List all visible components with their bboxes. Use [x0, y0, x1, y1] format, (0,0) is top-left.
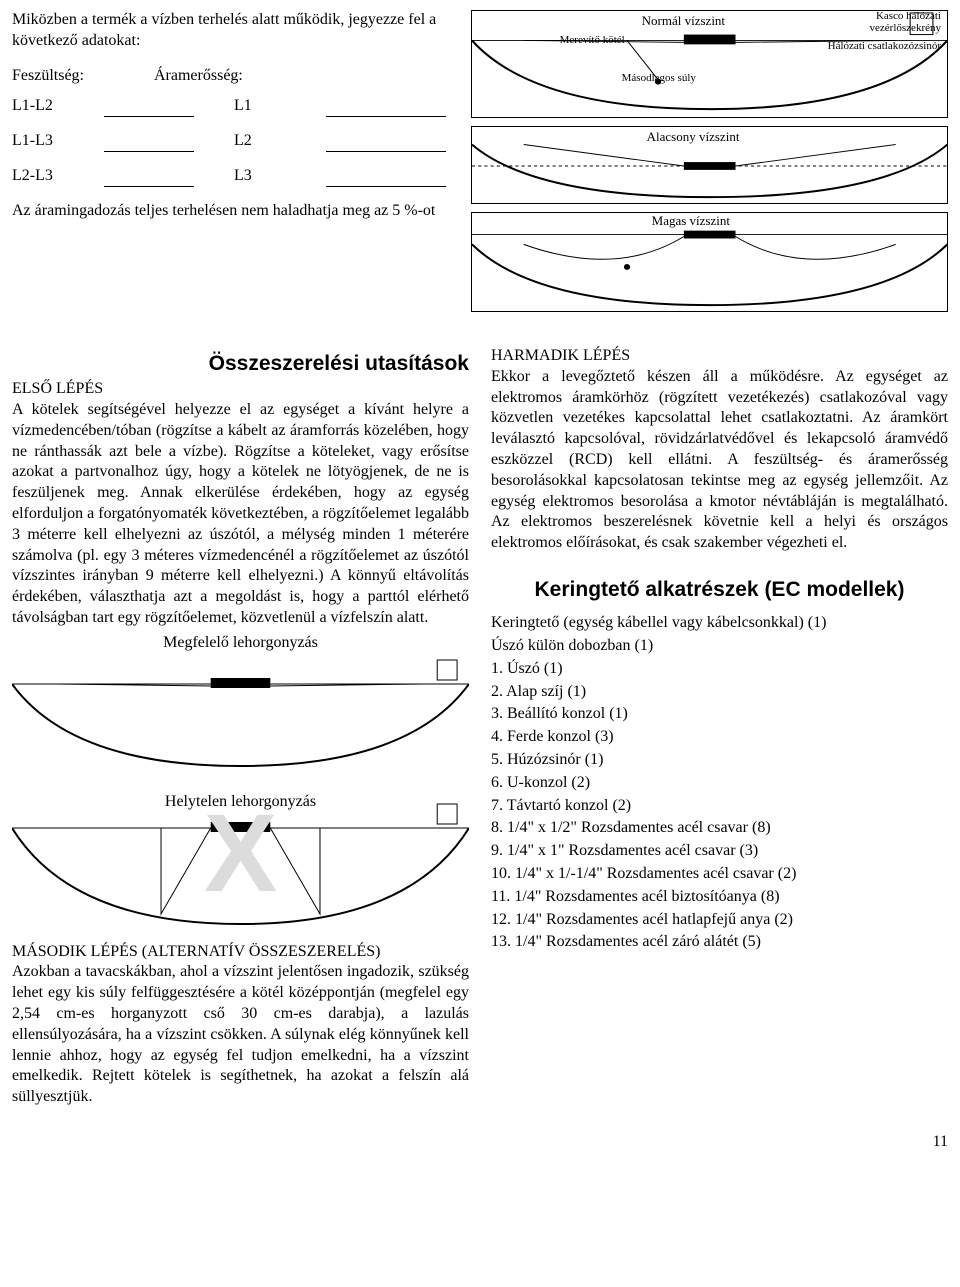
l2l3-label: L2-L3: [12, 166, 64, 187]
label-low: Alacsony vízszint: [647, 129, 740, 146]
l2-value-blank[interactable]: [326, 138, 446, 152]
step2-title: MÁSODIK LÉPÉS (ALTERNATÍV ÖSSZESZERELÉS): [12, 942, 469, 963]
parts-item: 12. 1/4" Rozsdamentes acél hatlapfejű an…: [491, 910, 948, 931]
diagram-low-level: Alacsony vízszint: [471, 126, 948, 204]
parts-heading: Keringtető alkatrészek (EC modellek): [491, 576, 948, 603]
l2l3-value-blank[interactable]: [104, 173, 194, 187]
l1l2-value-blank[interactable]: [104, 103, 194, 117]
top-region: Miközben a termék a vízben terhelés alat…: [12, 10, 948, 320]
l2-label: L2: [234, 131, 286, 152]
step3-title: HARMADIK LÉPÉS: [491, 346, 948, 367]
column-headers: Feszültség: Áramerősség:: [12, 66, 453, 87]
l1l3-label: L1-L3: [12, 131, 64, 152]
good-anchor-svg: [12, 656, 469, 776]
body-columns: Összeszerelési utasítások ELSŐ LÉPÉS A k…: [12, 346, 948, 1108]
current-swing-note: Az áramingadozás teljes terhelésen nem h…: [12, 201, 453, 222]
diagram-high-level: Magas vízszint: [471, 212, 948, 312]
right-column: HARMADIK LÉPÉS Ekkor a levegőztető késze…: [491, 346, 948, 1108]
parts-item: 9. 1/4" x 1" Rozsdamentes acél csavar (3…: [491, 841, 948, 862]
l1-label: L1: [234, 96, 286, 117]
label-stiff-rope: Merevítő kötél: [560, 33, 625, 47]
parts-item: 5. Húzózsinór (1): [491, 750, 948, 771]
diagram-good-anchor: [12, 656, 469, 776]
l3-label: L3: [234, 166, 286, 187]
l1-value-blank[interactable]: [326, 103, 446, 117]
label-power-cord: Hálózati csatlakozózsinór: [828, 39, 941, 53]
parts-item: 10. 1/4" x 1/-1/4" Rozsdamentes acél csa…: [491, 864, 948, 885]
good-anchor-caption: Megfelelő lehorgonyzás: [12, 633, 469, 654]
diagram-bad-anchor: Helytelen lehorgonyzás X: [12, 784, 469, 934]
left-top-block: Miközben a termék a vízben terhelés alat…: [12, 10, 453, 320]
row-l1l2: L1-L2 L1: [12, 96, 453, 117]
left-column: Összeszerelési utasítások ELSŐ LÉPÉS A k…: [12, 346, 469, 1108]
intro-text: Miközben a termék a vízben terhelés alat…: [12, 10, 453, 52]
row-l2l3: L2-L3 L3: [12, 166, 453, 187]
label-normal: Normál vízszint: [642, 13, 725, 30]
step1-title: ELSŐ LÉPÉS: [12, 379, 469, 400]
parts-item: 3. Beállító konzol (1): [491, 704, 948, 725]
parts-list: Keringtető (egység kábellel vagy kábelcs…: [491, 613, 948, 953]
parts-item: 6. U-konzol (2): [491, 773, 948, 794]
l1l3-value-blank[interactable]: [104, 138, 194, 152]
parts-item: 2. Alap szíj (1): [491, 682, 948, 703]
parts-item: 7. Távtartó konzol (2): [491, 796, 948, 817]
row-l1l3: L1-L3 L2: [12, 131, 453, 152]
parts-item: 8. 1/4" x 1/2" Rozsdamentes acél csavar …: [491, 818, 948, 839]
label-secondary-weight: Másodlagos súly: [622, 71, 696, 85]
page-number: 11: [12, 1132, 948, 1153]
step2-body: Azokban a tavacskákban, ahol a vízszint …: [12, 962, 469, 1108]
parts-intro-1: Keringtető (egység kábellel vagy kábelcs…: [491, 613, 948, 634]
label-high: Magas vízszint: [652, 213, 730, 230]
bad-anchor-caption: Helytelen lehorgonyzás: [12, 792, 469, 813]
parts-item: 4. Ferde konzol (3): [491, 727, 948, 748]
step3-body: Ekkor a levegőztető készen áll a működés…: [491, 367, 948, 554]
right-top-diagrams: Normál vízszint Merevítő kötél Másodlago…: [471, 10, 948, 320]
parts-item: 13. 1/4" Rozsdamentes acél záró alátét (…: [491, 932, 948, 953]
label-cabinet: Kasco hálózati vezérlőszekrény: [831, 11, 941, 34]
l1l2-label: L1-L2: [12, 96, 64, 117]
assembly-heading: Összeszerelési utasítások: [12, 350, 469, 377]
voltage-label: Feszültség:: [12, 66, 84, 87]
parts-intro-2: Úszó külön dobozban (1): [491, 636, 948, 657]
l3-value-blank[interactable]: [326, 173, 446, 187]
step1-body: A kötelek segítségével helyezze el az eg…: [12, 400, 469, 629]
current-label: Áramerősség:: [154, 66, 243, 87]
parts-item: 1. Úszó (1): [491, 659, 948, 680]
parts-item: 11. 1/4" Rozsdamentes acél biztosítóanya…: [491, 887, 948, 908]
diagram-normal-level: Normál vízszint Merevítő kötél Másodlago…: [471, 10, 948, 118]
